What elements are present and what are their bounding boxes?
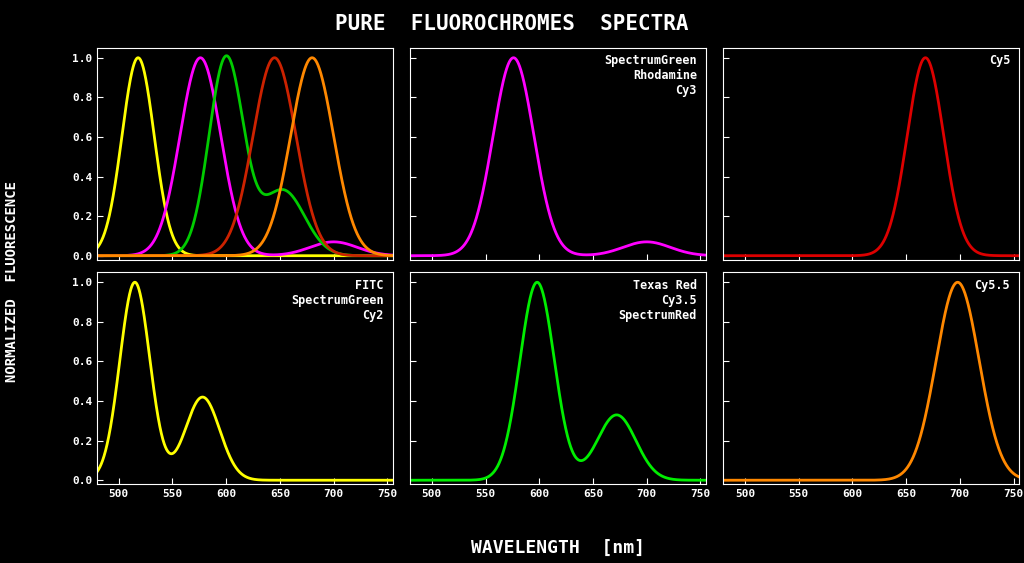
Text: SpectrumGreen
Rhodamine
Cy3: SpectrumGreen Rhodamine Cy3 <box>604 54 697 97</box>
Text: FITC
SpectrumGreen
Cy2: FITC SpectrumGreen Cy2 <box>291 279 384 321</box>
Text: Cy5: Cy5 <box>988 54 1010 67</box>
Text: PURE  FLUOROCHROMES  SPECTRA: PURE FLUOROCHROMES SPECTRA <box>335 14 689 34</box>
Text: NORMALIZED  FLUORESCENCE: NORMALIZED FLUORESCENCE <box>5 181 19 382</box>
Text: Texas Red
Cy3.5
SpectrumRed: Texas Red Cy3.5 SpectrumRed <box>618 279 697 321</box>
Text: Cy5.5: Cy5.5 <box>975 279 1010 292</box>
Text: WAVELENGTH  [nm]: WAVELENGTH [nm] <box>471 539 645 557</box>
